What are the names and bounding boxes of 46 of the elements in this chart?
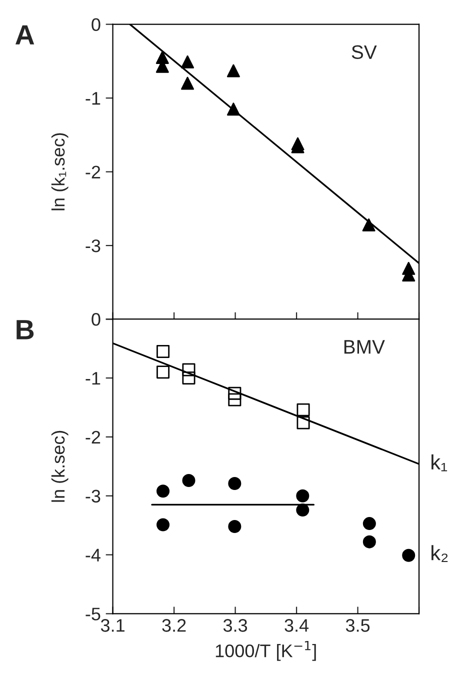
point [402, 548, 416, 562]
x-tick-label: 3.2 [162, 619, 186, 632]
point [362, 517, 376, 530]
y-tick-label: 0 [92, 313, 100, 326]
y-axis-title: ln (k.sec) [51, 430, 68, 502]
y-tick-label: -1 [86, 92, 100, 105]
y-tick-label: -2 [86, 430, 100, 444]
point [228, 520, 242, 533]
chart-title: B [16, 320, 34, 340]
point [228, 393, 242, 406]
y-tick-label: -3 [86, 490, 100, 503]
point [182, 363, 196, 376]
point [362, 535, 376, 548]
y-tick-label: -3 [86, 239, 100, 252]
point [296, 416, 310, 430]
point [226, 64, 240, 78]
point [296, 503, 310, 516]
point [362, 218, 376, 232]
annotation: BMV [344, 340, 385, 354]
point [296, 403, 310, 416]
point [228, 386, 242, 400]
point [228, 476, 242, 490]
y-tick-label: 0 [92, 18, 100, 32]
point [156, 518, 170, 532]
annotation: SV [352, 45, 377, 60]
y-tick-label: -2 [86, 166, 100, 178]
point [182, 474, 196, 488]
annotation: k₁ [432, 454, 448, 472]
chart-title: A [15, 25, 34, 44]
point [156, 344, 170, 358]
point [156, 366, 170, 379]
x-tick-label: 3.3 [223, 619, 248, 632]
annotation: k₂ [432, 545, 448, 562]
point [181, 55, 194, 68]
y-tick-label: -4 [86, 548, 100, 562]
y-tick-label: -1 [86, 372, 100, 385]
point [181, 76, 194, 90]
y-axis-title: ln (k₁.sec) [51, 133, 68, 210]
point [296, 489, 310, 502]
point [156, 484, 170, 498]
x-axis-title: 1000/T [K$^{−1}$] [216, 640, 316, 661]
point [182, 371, 196, 385]
x-tick-label: 3.4 [284, 619, 309, 632]
x-tick-label: 3.5 [346, 619, 370, 632]
y-tick-label: -5 [86, 608, 100, 620]
x-tick-label: 3.1 [100, 619, 124, 632]
